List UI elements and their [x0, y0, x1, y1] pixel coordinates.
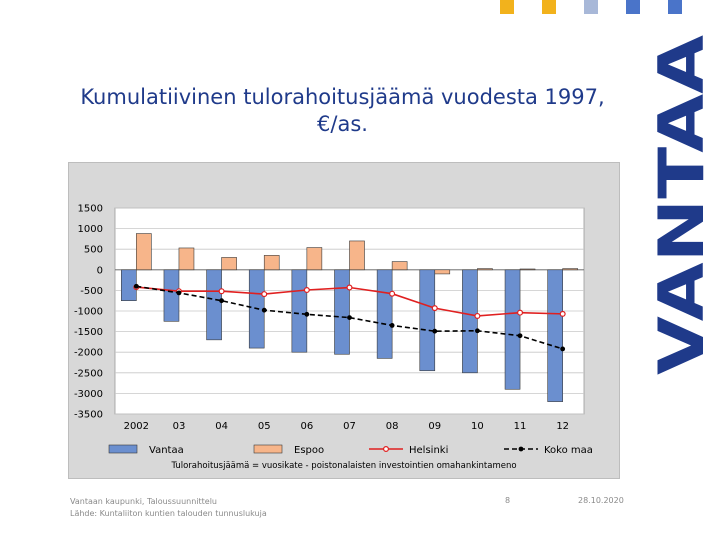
point-helsinki	[303, 286, 310, 293]
corner-square-3	[584, 0, 598, 14]
y-tick-label: -500	[80, 286, 103, 297]
x-tick-label: 07	[343, 421, 356, 432]
x-tick-label: 04	[215, 421, 228, 432]
page-number: 8	[505, 496, 511, 505]
point-helsinki	[261, 291, 268, 298]
point-koko-maa	[347, 315, 352, 320]
point-koko-maa	[517, 333, 523, 339]
footer-date: 28.10.2020	[578, 496, 624, 505]
y-tick-label: -2500	[74, 368, 103, 379]
bar-vantaa	[462, 269, 478, 374]
bar-espoo	[391, 261, 408, 271]
x-tick-label: 10	[471, 421, 484, 432]
point-helsinki	[431, 305, 438, 312]
legend-label-espoo: Espoo	[294, 445, 324, 456]
bar-espoo	[178, 247, 195, 271]
legend-label-koko-maa: Koko maa	[544, 445, 593, 456]
bar-vantaa	[419, 269, 436, 372]
footer-source: Vantaan kaupunki, Taloussuunnittelu Lähd…	[70, 496, 267, 520]
corner-square-1	[500, 0, 514, 14]
bar-espoo	[263, 255, 280, 271]
y-tick-label: -1000	[74, 307, 103, 318]
bar-espoo	[221, 257, 237, 271]
y-tick-label: -1500	[74, 327, 103, 338]
chart-panel: 1500 1000 500 0 -500 -1000 -1500 -2000 -2500 -300…	[68, 162, 620, 479]
bar-espoo	[306, 247, 323, 271]
y-tick-label: 1000	[78, 224, 103, 235]
bar-vantaa	[206, 269, 222, 341]
footer-source-line1: Vantaan kaupunki, Taloussuunnittelu	[70, 497, 217, 506]
x-tick-label: 2002	[124, 421, 149, 432]
corner-color-squares	[500, 0, 720, 16]
point-koko-maa	[133, 283, 139, 289]
point-helsinki	[559, 310, 566, 317]
point-koko-maa	[560, 346, 566, 352]
x-tick-label: 12	[556, 421, 569, 432]
bar-espoo	[136, 233, 152, 271]
bar-espoo	[562, 268, 578, 271]
y-tick-label: -3000	[74, 389, 103, 400]
chart-footnote: Tulorahoitusjäämä = vuosikate - poistona…	[170, 461, 516, 471]
x-tick-label: 06	[300, 421, 313, 432]
bar-vantaa	[163, 269, 180, 322]
point-helsinki	[346, 284, 353, 291]
x-tick-label: 11	[514, 421, 527, 432]
vantaa-brand-logo: VANTAA	[655, 35, 718, 375]
bar-vantaa	[334, 269, 350, 355]
point-koko-maa	[219, 298, 224, 304]
y-tick-label: 0	[97, 265, 103, 276]
bar-espoo	[519, 268, 536, 271]
bar-vantaa	[291, 269, 308, 353]
legend-swatch-vantaa	[108, 444, 138, 454]
point-koko-maa	[389, 323, 395, 328]
point-koko-maa	[261, 307, 267, 313]
legend-label-helsinki: Helsinki	[409, 445, 448, 456]
legend-marker-helsinki	[383, 446, 390, 453]
point-helsinki	[517, 309, 524, 316]
x-tick-label: 08	[386, 421, 399, 432]
point-helsinki	[389, 290, 396, 297]
corner-square-5	[668, 0, 682, 14]
chart-svg: 1500 1000 500 0 -500 -1000 -1500 -2000 -2500 -300…	[74, 204, 593, 472]
brand-text: VANTAA	[655, 35, 718, 375]
bar-espoo	[434, 269, 451, 275]
bar-vantaa	[504, 269, 521, 390]
point-helsinki	[218, 288, 225, 295]
x-tick-label: 09	[428, 421, 441, 432]
x-tick-label: 03	[173, 421, 186, 432]
bar-vantaa	[376, 269, 393, 359]
point-koko-maa	[176, 290, 182, 296]
line-koko-maa	[136, 285, 563, 350]
legend-label-vantaa: Vantaa	[149, 445, 184, 456]
point-koko-maa	[432, 328, 438, 334]
point-koko-maa	[475, 328, 480, 334]
corner-square-2	[542, 0, 556, 14]
point-helsinki	[474, 312, 481, 319]
footer-source-line2: Lähde: Kuntaliiton kuntien talouden tunn…	[70, 509, 267, 518]
x-tick-label: 05	[258, 421, 271, 432]
y-tick-label: 1500	[78, 204, 103, 215]
point-koko-maa	[304, 311, 310, 317]
bar-vantaa	[547, 269, 563, 402]
y-tick-label: -3500	[74, 410, 103, 421]
slide-title: Kumulatiivinen tulorahoitusjäämä vuodest…	[80, 85, 605, 136]
legend-marker-koko-maa	[518, 446, 524, 452]
legend-swatch-espoo	[253, 444, 283, 454]
corner-square-4	[626, 0, 640, 14]
bar-espoo	[349, 240, 365, 271]
bar-espoo	[477, 268, 493, 271]
y-tick-label: -2000	[74, 348, 103, 359]
y-tick-label: 500	[84, 245, 103, 256]
